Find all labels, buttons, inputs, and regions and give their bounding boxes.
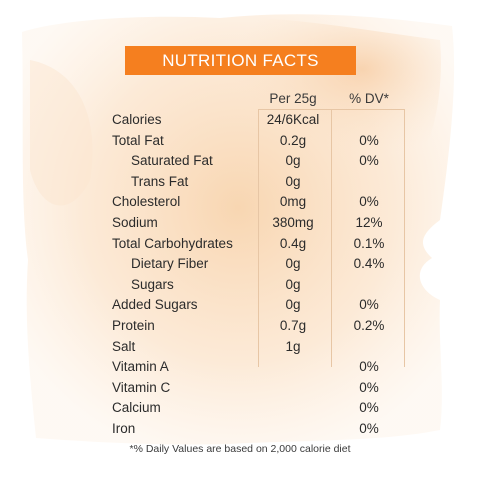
nutrient-name: Iron [112, 420, 136, 436]
nutrient-name: Protein [112, 317, 155, 333]
nutrient-name: Trans Fat [131, 173, 189, 189]
table-row: Vitamin A 0% [0, 356, 480, 377]
nutrient-daily-value: 0.4% [353, 256, 385, 272]
table-row: Added Sugars 0g 0% [0, 294, 480, 315]
table-row: Iron 0% [0, 418, 480, 439]
title-banner: NUTRITION FACTS [125, 46, 356, 75]
nutrient-daily-value: 0% [359, 400, 379, 416]
table-row: Salt 1g [0, 336, 480, 357]
page-title: NUTRITION FACTS [162, 50, 319, 70]
nutrient-amount: 24/6Kcal [266, 112, 320, 127]
table-row: Dietary Fiber 0g 0.4% [0, 253, 480, 274]
header-daily-value: % DV* [349, 91, 389, 106]
nutrient-name: Vitamin C [112, 379, 171, 395]
nutrient-name: Vitamin A [112, 359, 169, 375]
nutrient-daily-value: 0% [359, 420, 379, 436]
grid-line-middle [331, 109, 332, 367]
footnote: *% Daily Values are based on 2,000 calor… [129, 443, 351, 455]
table-row: Sodium 380mg 12% [0, 212, 480, 233]
table-row: Total Carbohydrates 0.4g 0.1% [0, 233, 480, 254]
nutrient-daily-value: 0% [359, 379, 379, 395]
nutrient-amount: 0mg [279, 194, 307, 210]
header-per-serving: Per 25g [269, 91, 317, 106]
table-row: Calories 24/6Kcal [0, 109, 480, 130]
nutrient-name: Total Fat [112, 132, 164, 148]
nutrient-amount: 0g [285, 256, 301, 272]
nutrient-amount: 0g [285, 276, 301, 292]
table-row: Sugars 0g [0, 274, 480, 295]
table-row: Saturated Fat 0g 0% [0, 150, 480, 171]
nutrient-amount: 380mg [272, 214, 314, 230]
nutrient-table: Calories 24/6Kcal Total Fat 0.2g 0% Satu… [0, 109, 480, 439]
nutrient-daily-value: 0.2% [353, 317, 385, 333]
nutrient-name: Cholesterol [112, 194, 181, 210]
nutrient-daily-value: 0.1% [353, 235, 385, 251]
grid-line-left [258, 109, 259, 367]
nutrient-name: Calcium [112, 400, 161, 416]
nutrient-amount: 1g [285, 338, 301, 354]
nutrient-name: Calories [112, 112, 162, 127]
nutrient-daily-value: 0% [359, 153, 379, 169]
wash-left-streak [30, 60, 93, 206]
nutrient-daily-value: 0% [359, 297, 379, 313]
nutrient-name: Saturated Fat [131, 153, 213, 169]
nutrient-amount: 0.2g [279, 132, 307, 148]
table-row: Protein 0.7g 0.2% [0, 315, 480, 336]
nutrient-daily-value: 12% [355, 214, 383, 230]
nutrient-name: Total Carbohydrates [112, 235, 233, 251]
nutrient-amount: 0g [285, 153, 301, 169]
table-row: Calcium 0% [0, 397, 480, 418]
nutrient-name: Salt [112, 338, 136, 354]
nutrient-name: Dietary Fiber [131, 256, 209, 272]
grid-line-right [404, 109, 405, 367]
grid-line-top [258, 109, 405, 110]
nutrient-amount: 0.7g [279, 317, 307, 333]
nutrient-amount: 0g [285, 173, 301, 189]
nutrient-name: Added Sugars [112, 297, 198, 313]
nutrient-daily-value: 0% [359, 132, 379, 148]
nutrient-name: Sodium [112, 214, 158, 230]
column-header-row: Per 25g % DV* [0, 91, 480, 111]
table-row: Trans Fat 0g [0, 171, 480, 192]
table-row: Total Fat 0.2g 0% [0, 130, 480, 151]
nutrient-daily-value: 0% [359, 194, 379, 210]
nutrient-amount: 0.4g [279, 235, 307, 251]
table-row: Vitamin C 0% [0, 377, 480, 398]
nutrient-daily-value: 0% [359, 359, 379, 375]
table-row: Cholesterol 0mg 0% [0, 191, 480, 212]
nutrient-name: Sugars [131, 276, 174, 292]
nutrient-amount: 0g [285, 297, 301, 313]
